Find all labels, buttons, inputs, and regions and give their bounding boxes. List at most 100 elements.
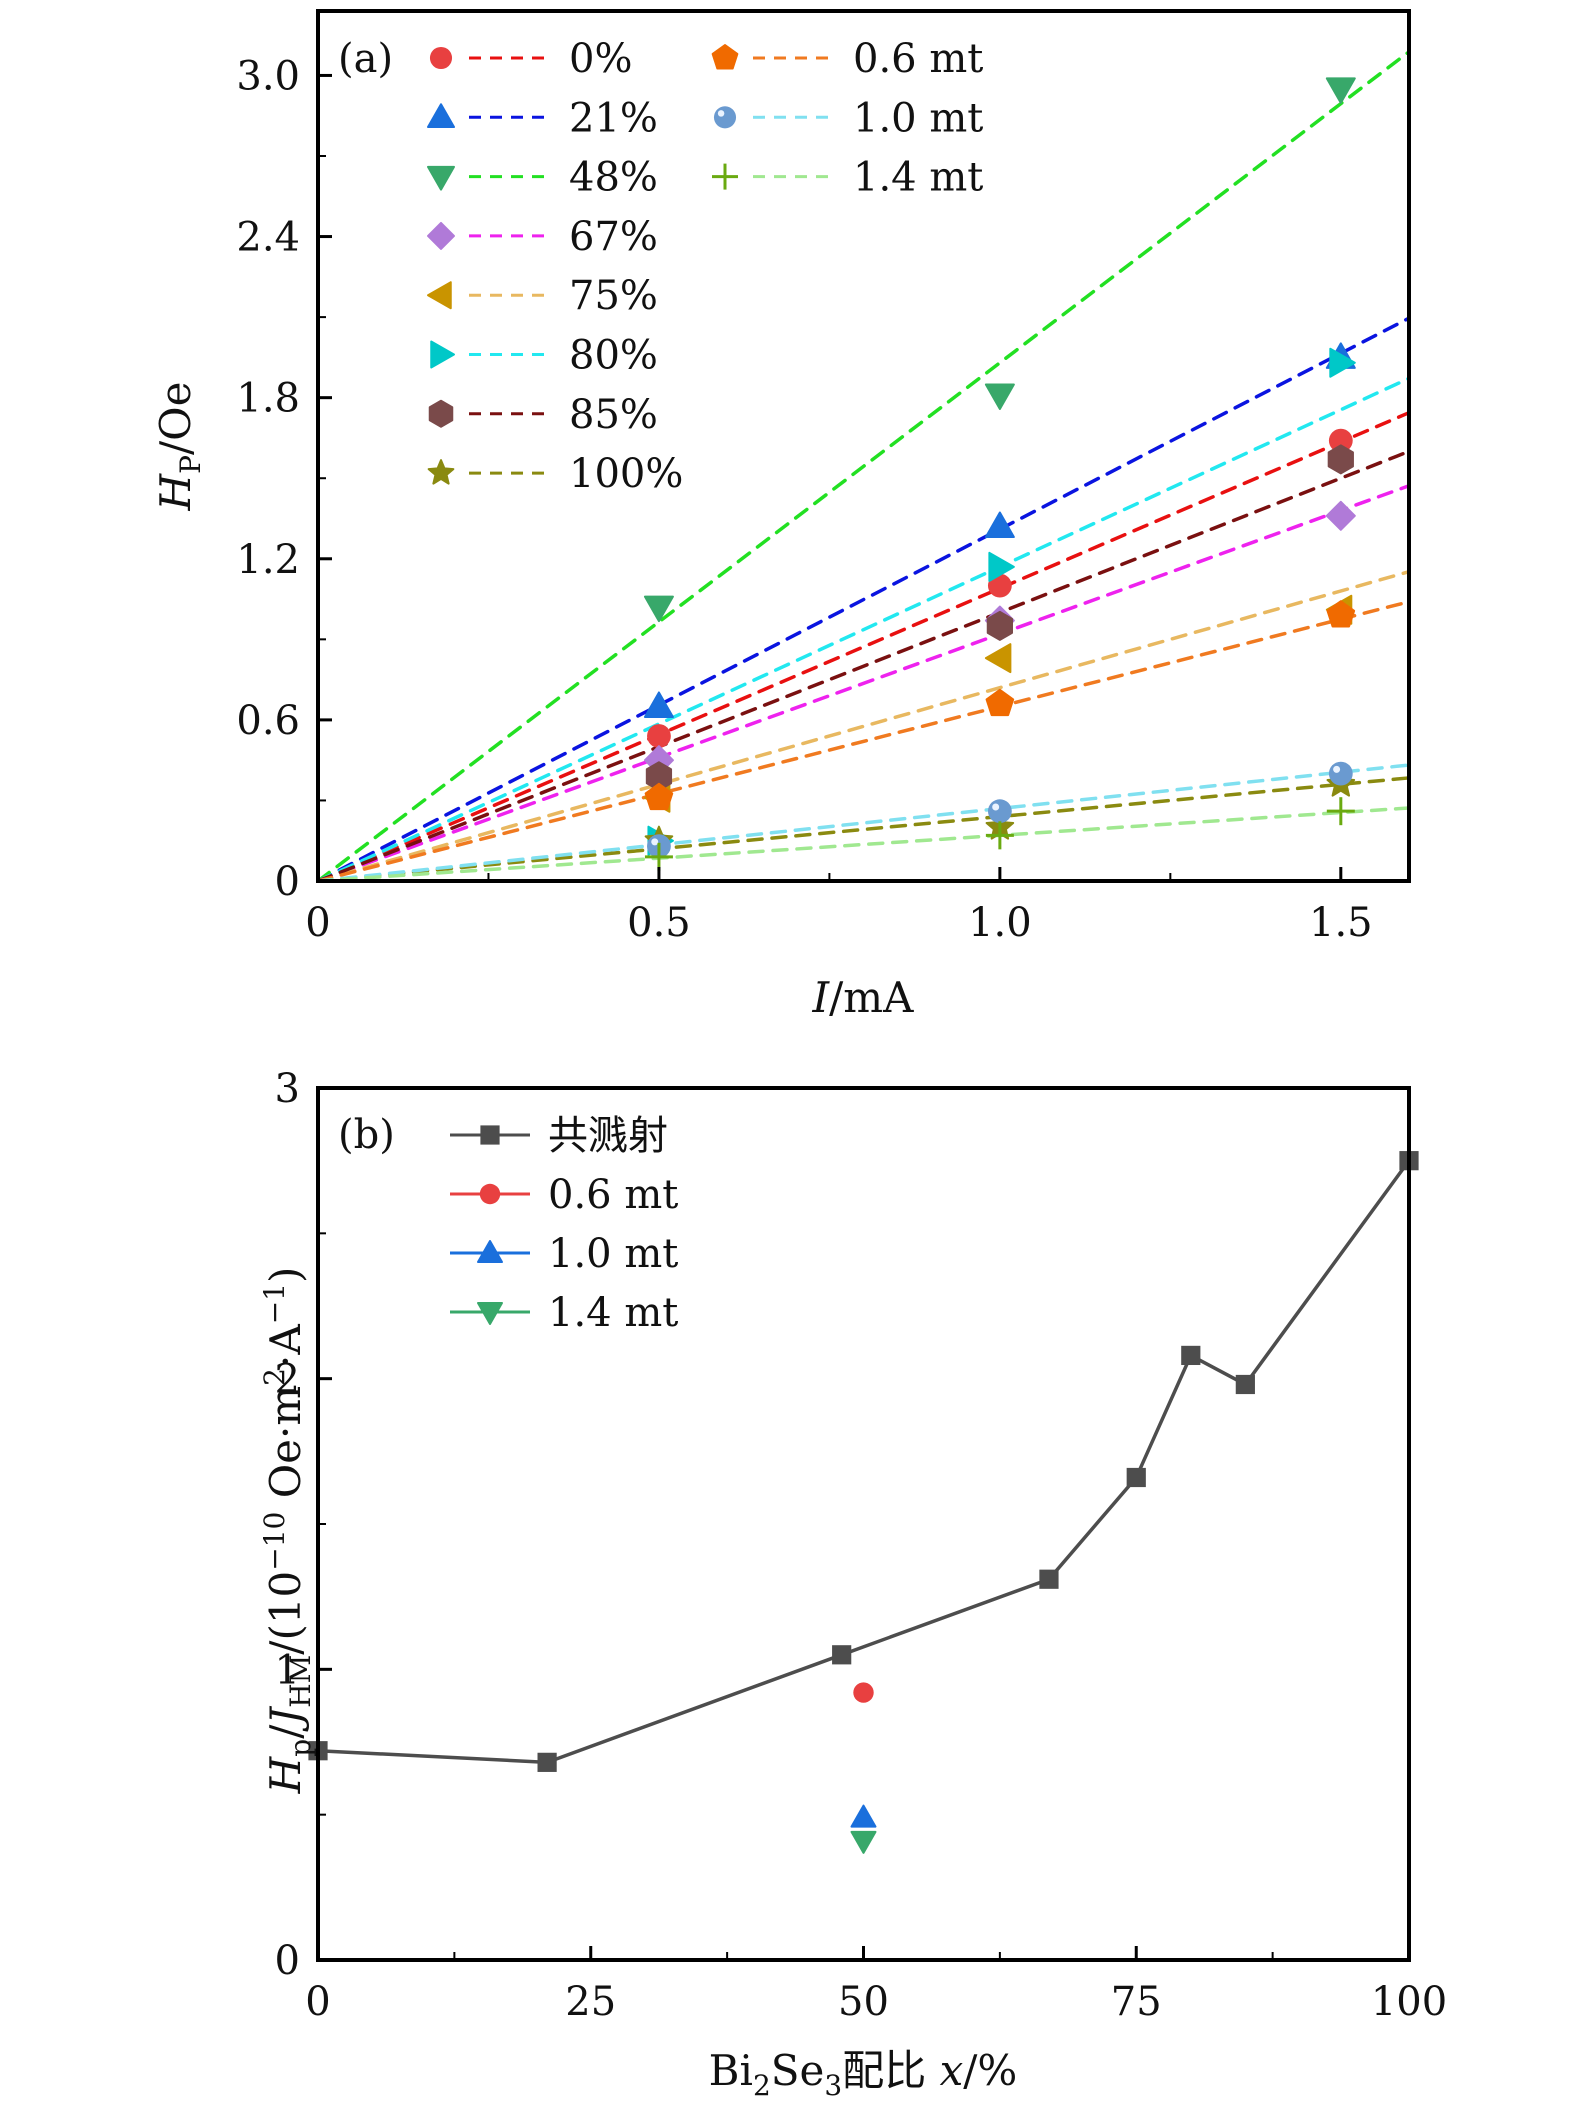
panel-label-b: (b)	[338, 1112, 395, 1158]
legend-item: 80%	[430, 333, 658, 379]
legend-label: 0.6 mt	[853, 36, 983, 82]
y-axis-title: Hp/JHM/(10−10 Oe·m2·A−1)	[258, 1267, 317, 1795]
data-point-共溅射	[1235, 1374, 1255, 1395]
data-point-48%	[984, 383, 1015, 410]
series-line-共溅射	[317, 1159, 1411, 1765]
sphere-highlight	[651, 838, 659, 846]
fit-line-75%	[316, 569, 1411, 883]
legend-item: 85%	[428, 392, 658, 438]
legend-label: 1.4 mt	[853, 155, 983, 201]
fit-line-1.0 mt	[316, 763, 1411, 883]
legend-marker	[428, 399, 454, 428]
legend-item: 1.4 mt	[712, 155, 983, 201]
y-ticks: 0 0.6 1.2 1.8 2.4 3.0	[236, 53, 332, 905]
x-tick-label: 0.5	[627, 900, 691, 946]
legend-marker	[477, 1302, 503, 1325]
data-point-共溅射	[1126, 1467, 1146, 1488]
data-point-0.6 mt	[853, 1682, 874, 1703]
panel-b: 0 25 50 75 100 0 1 2 3 Bi2Se3配比 x/% Hp/JHM/(10−…	[258, 1066, 1447, 2102]
data-markers	[643, 77, 1356, 871]
legend-item: 1.0 mt	[713, 95, 983, 141]
data-point-48%	[643, 595, 674, 623]
y-tick-label: 0	[275, 1938, 300, 1984]
data-point-0%	[647, 724, 671, 748]
data-point-共溅射	[832, 1645, 852, 1665]
legend-marker	[427, 459, 455, 485]
legend-label: 67%	[569, 214, 658, 260]
y-ticks: 0 1 2 3	[275, 1066, 332, 1984]
x-tick-label: 1.5	[1309, 900, 1373, 946]
x-axis-title: I/mA	[812, 973, 915, 1022]
panel-a: 0 0.5 1.0 1.5 0 0.6 1.2 1.8 2.4 3.0 I/mA HP/Oe (…	[151, 9, 1411, 1022]
data-point-1.4 mt	[1326, 797, 1355, 826]
legend-label: 80%	[569, 333, 658, 379]
y-tick-label: 2	[275, 1357, 300, 1403]
plot-frame	[316, 9, 1411, 883]
legend-marker	[480, 1125, 500, 1145]
data-markers	[308, 1151, 1419, 1854]
legend-marker	[427, 221, 455, 250]
y-axis-title: HP/Oe	[151, 382, 207, 512]
y-tick-label: 3	[275, 1066, 300, 1112]
legend-marker	[429, 46, 453, 70]
legend-marker	[712, 163, 738, 190]
data-point-21%	[984, 511, 1015, 539]
x-tick-label: 75	[1111, 1979, 1162, 2025]
y-tick-label: 1.2	[236, 537, 300, 583]
sphere-body	[713, 106, 737, 129]
panel-label-a: (a)	[338, 36, 393, 82]
x-tick-label: 0	[305, 900, 330, 946]
sphere-highlight	[992, 803, 1000, 811]
fit-line-85%	[316, 449, 1411, 883]
legend-marker	[477, 1240, 503, 1263]
sphere-body	[1328, 761, 1353, 786]
fit-line-1.4 mt	[316, 806, 1411, 883]
data-point-共溅射	[1039, 1569, 1059, 1589]
legend-item: 0%	[429, 36, 632, 82]
x-ticks: 0 0.5 1.0 1.5	[305, 867, 1373, 946]
legend-item: 1.4 mt	[450, 1290, 678, 1336]
plot-frame	[316, 1086, 1411, 1962]
data-point-0.6 mt	[644, 782, 674, 811]
legend-label: 48%	[569, 155, 658, 201]
x-tick-label: 50	[838, 1979, 889, 2025]
legend-marker	[479, 1183, 501, 1205]
data-point-21%	[643, 691, 674, 718]
fit-line-80%	[316, 376, 1411, 883]
fit-line-48%	[316, 50, 1411, 883]
legend-item: 0.6 mt	[450, 1172, 678, 1218]
legend-label: 1.4 mt	[548, 1290, 678, 1336]
x-tick-label: 100	[1371, 1979, 1447, 2025]
y-tick-label: 1	[275, 1647, 300, 1693]
data-point-1.0 mt	[850, 1804, 877, 1828]
legend-label: 21%	[569, 95, 658, 141]
legend-label: 85%	[569, 392, 658, 438]
data-point-80%	[1329, 347, 1356, 378]
legend-label: 0%	[569, 36, 632, 82]
data-point-共溅射	[1181, 1345, 1201, 1366]
sphere-highlight	[1333, 765, 1341, 773]
y-tick-label: 3.0	[236, 53, 300, 99]
y-tick-label: 1.8	[236, 376, 300, 422]
data-point-67%	[1325, 500, 1356, 531]
data-point-75%	[984, 643, 1012, 674]
y-tick-label: 0	[275, 859, 300, 905]
data-point-1.4 mt	[985, 821, 1014, 850]
legend-label: 100%	[569, 451, 683, 497]
data-point-0.6 mt	[985, 688, 1015, 717]
fit-line-67%	[316, 483, 1411, 883]
data-point-1.0 mt	[1328, 761, 1353, 786]
fit-line-100%	[316, 776, 1411, 883]
legend-marker	[427, 103, 455, 129]
fit-line-0.6 mt	[316, 599, 1411, 883]
series-lines	[317, 1159, 1411, 1765]
legend-item: 1.0 mt	[450, 1231, 678, 1277]
data-point-80%	[988, 551, 1015, 582]
legend-item: 100%	[427, 451, 683, 497]
data-point-85%	[1327, 444, 1354, 475]
legend-marker	[711, 44, 739, 70]
data-point-0%	[1328, 428, 1353, 453]
x-ticks: 0 25 50 75 100	[305, 1946, 1447, 2025]
legend-item: 0.6 mt	[711, 36, 983, 82]
